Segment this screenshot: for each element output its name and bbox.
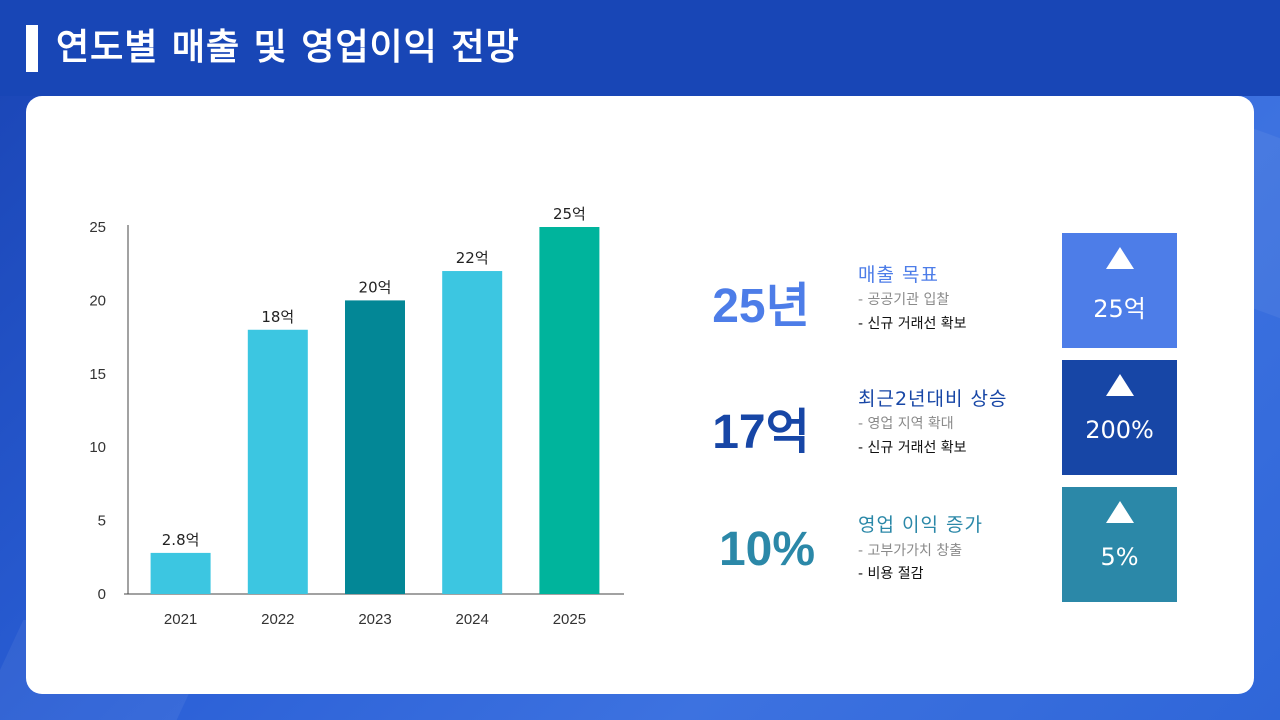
- x-tick-label: 2022: [261, 611, 294, 628]
- title-accent-bar: [26, 25, 38, 72]
- stat-detail-2b: - 신규 거래선 확보: [858, 440, 967, 456]
- stat-detail-3b: - 비용 절감: [858, 566, 924, 582]
- kpi-value-2: 200%: [1085, 416, 1154, 444]
- up-arrow-icon: [1106, 501, 1134, 523]
- up-arrow-icon: [1106, 374, 1134, 396]
- stat-value-2: 17억: [712, 406, 810, 459]
- data-label: 2.8억: [162, 531, 200, 549]
- x-tick-label: 2024: [456, 611, 489, 628]
- kpi-value-1: 25억: [1093, 295, 1146, 323]
- y-tick-label: 5: [98, 513, 106, 530]
- data-label: 18억: [261, 308, 294, 326]
- stat-detail-1a: - 공공기관 입찰: [858, 292, 950, 308]
- data-label: 20억: [359, 278, 392, 296]
- x-tick-label: 2025: [553, 611, 586, 628]
- data-label: 22억: [456, 249, 489, 267]
- page-title: 연도별 매출 및 영업이익 전망: [56, 27, 520, 68]
- revenue-bar-chart: 05101520252.8억202118억202220억202322억20242…: [89, 205, 624, 628]
- y-tick-label: 15: [89, 366, 106, 383]
- stat-heading-2: 최근2년대비 상승: [858, 388, 1008, 410]
- stat-detail-3a: - 고부가가치 창출: [858, 543, 963, 559]
- stat-heading-1: 매출 목표: [858, 264, 939, 286]
- header-band: [0, 0, 1280, 96]
- x-tick-label: 2021: [164, 611, 197, 628]
- bar-2023: [345, 300, 405, 594]
- stat-detail-1b: - 신규 거래선 확보: [858, 316, 967, 332]
- bar-2022: [247, 329, 308, 594]
- y-tick-label: 10: [89, 439, 106, 456]
- bar-2024: [442, 271, 503, 594]
- bar-2025: [539, 227, 600, 594]
- kpi-box-3: 5%: [1062, 487, 1177, 602]
- stat-detail-2a: - 영업 지역 확대: [858, 416, 954, 432]
- stat-value-1: 25년: [712, 280, 810, 333]
- y-tick-label: 0: [98, 586, 106, 603]
- stat-value-3: 10%: [718, 523, 816, 576]
- y-tick-label: 25: [89, 219, 106, 236]
- up-arrow-icon: [1106, 247, 1134, 269]
- bar-2021: [150, 552, 211, 594]
- kpi-value-3: 5%: [1100, 543, 1139, 571]
- kpi-box-1: 25억: [1062, 233, 1177, 348]
- x-tick-label: 2023: [358, 611, 391, 628]
- data-label: 25억: [553, 205, 586, 223]
- stat-heading-3: 영업 이익 증가: [858, 514, 983, 536]
- y-tick-label: 20: [89, 292, 106, 309]
- kpi-box-2: 200%: [1062, 360, 1177, 475]
